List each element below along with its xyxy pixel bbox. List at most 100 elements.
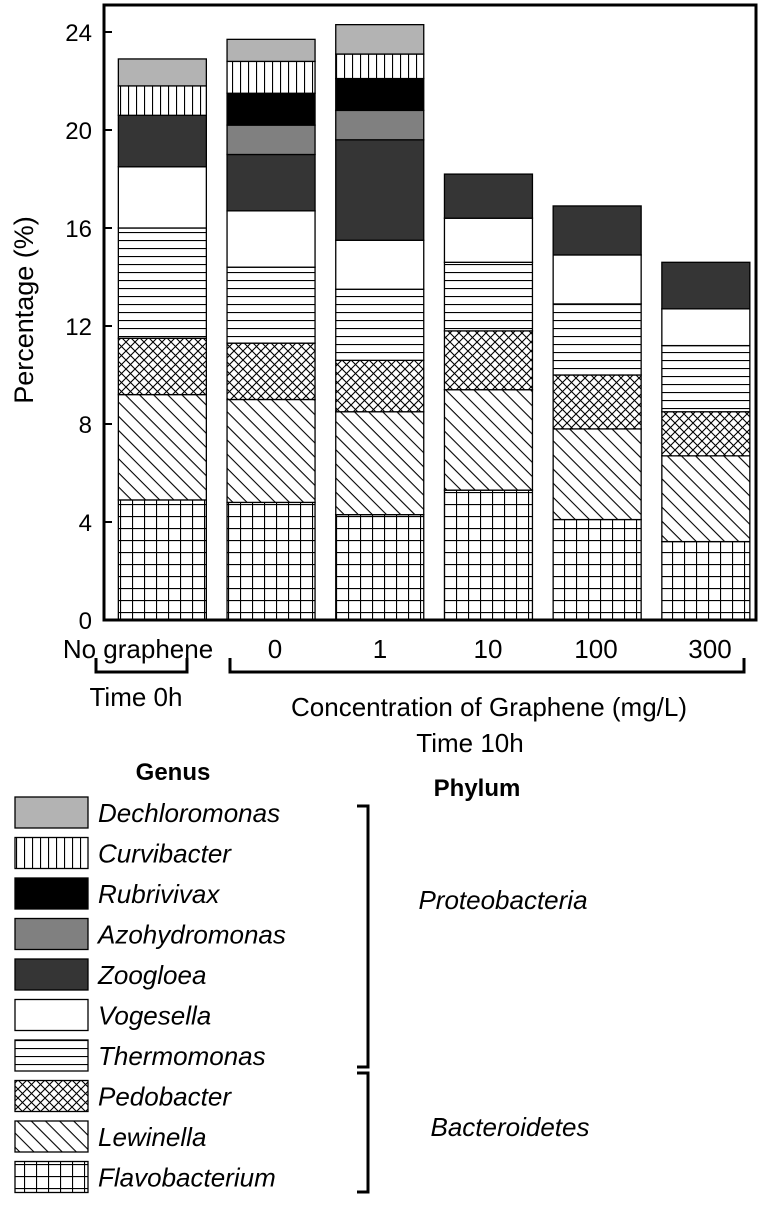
category-group-annotations: Time 0h Concentration of Graphene (mg/L) T… [90,658,746,758]
bar-segment-dechloromonas-1 [335,23,425,55]
bar-stack-300 [661,261,751,621]
bar-segment-flavobacterium-10 [443,489,534,621]
legend-swatch-rubrivivax [14,877,89,910]
bar-segment-vogesella-300 [661,308,751,347]
bar-segment-vogesella-100 [552,254,642,305]
bar-segment-vogesella-1 [335,239,425,290]
bar-segment-pedobacter-300 [661,411,751,457]
bar-segment-pedobacter-0 [226,342,316,401]
bar-segment-lewinella-1 [335,411,425,516]
bar-segment-thermomonas-10 [443,261,534,332]
legend-label-dechloromonas: Dechloromonas [98,798,280,828]
bar-segment-flavobacterium-1 [335,514,425,621]
bar-stack-10 [443,173,534,621]
bar-segment-vogesella-0 [226,210,316,268]
bar-segment-lewinella-no-graphene [117,393,207,501]
phylum-label-proteobacteria: Proteobacteria [418,885,587,915]
y-tick-label: 8 [79,412,92,439]
legend-title-phylum: Phylum [434,775,521,802]
bar-segment-zoogloea-100 [552,205,642,256]
phylum-bracket-bacteroidetes [357,1071,370,1194]
bar-segment-flavobacterium-0 [226,501,316,621]
bar-segment-curvibacter-no-graphene [117,85,207,116]
bar-segment-pedobacter-1 [335,359,425,413]
x-category-label-0: 0 [268,634,282,664]
legend-label-pedobacter: Pedobacter [98,1082,232,1112]
bar-segment-lewinella-0 [226,398,316,504]
y-tick-label: 24 [65,20,92,47]
legend-label-vogesella: Vogesella [98,1001,211,1031]
x-category-label-no-graphene: No graphene [63,634,213,664]
legend-item-pedobacter: Pedobacter [14,1079,232,1113]
legend-label-curvibacter: Curvibacter [98,839,232,869]
bar-segment-thermomonas-100 [552,303,642,376]
bar-segment-vogesella-10 [443,217,534,263]
bar-segment-thermomonas-1 [335,288,425,361]
y-tick-label: 0 [79,608,92,635]
legend-swatch-pedobacter [14,1079,89,1113]
bar-segment-zoogloea-300 [661,261,751,310]
legend-item-dechloromonas: Dechloromonas [14,796,280,829]
bar-segment-flavobacterium-100 [552,518,642,621]
legend-swatch-thermomonas [14,1039,89,1072]
legend-swatch-azohydromonas [14,917,89,951]
legend-title-genus: Genus [136,759,211,786]
bar-segment-dechloromonas-0 [226,38,316,63]
y-tick-label: 20 [65,118,92,145]
group-label-time-0h: Time 0h [90,682,183,712]
bar-segment-vogesella-no-graphene [117,166,207,229]
bar-segment-zoogloea-10 [443,173,534,219]
legend-swatch-lewinella [14,1120,89,1153]
x-category-label-100: 100 [574,634,617,664]
bar-segment-azohydromonas-1 [335,109,425,141]
plot-frame [102,3,758,622]
legend-item-zoogloea: Zoogloea [14,958,206,991]
bar-segment-curvibacter-1 [335,53,425,80]
bar-segment-lewinella-300 [661,455,751,543]
phylum-label-bacteroidetes: Bacteroidetes [431,1112,590,1142]
y-axis-title: Percentage (%) [9,216,39,404]
bar-segment-flavobacterium-300 [661,540,751,621]
bar-segment-lewinella-100 [552,428,642,521]
legend-label-rubrivivax: Rubrivivax [98,879,220,909]
bar-stack-1 [335,23,425,621]
group-sublabel-time-10h: Time 10h [416,728,523,758]
legend-label-thermomonas: Thermomonas [98,1041,266,1071]
legend-item-rubrivivax: Rubrivivax [14,877,220,910]
bar-segment-zoogloea-1 [335,139,425,241]
y-tick-label: 12 [65,314,92,341]
legend-swatch-zoogloea [14,958,89,991]
legend-swatch-dechloromonas [14,796,89,829]
bar-segment-azohydromonas-0 [226,124,316,156]
legend-label-azohydromonas: Azohydromonas [96,920,286,950]
y-tick-label: 4 [79,510,92,537]
legend-item-thermomonas: Thermomonas [14,1039,266,1072]
legend: Genus Phylum Dechloromonas Curvibacter Rubri… [14,759,590,1194]
legend-label-lewinella: Lewinella [98,1122,206,1152]
group-label-concentration: Concentration of Graphene (mg/L) [291,692,687,722]
legend-item-vogesella: Vogesella [14,998,211,1032]
x-category-label-10: 10 [474,634,503,664]
bar-segment-thermomonas-no-graphene [117,227,207,339]
legend-swatch-flavobacterium [14,1160,89,1194]
x-category-label-1: 1 [373,634,387,664]
bar-segment-pedobacter-100 [552,374,642,430]
bar-segment-thermomonas-300 [661,344,751,413]
legend-label-flavobacterium: Flavobacterium [98,1163,276,1193]
bar-segment-rubrivivax-0 [226,92,316,126]
bar-stack-100 [552,205,642,621]
bar-stacks [117,23,751,621]
bar-segment-curvibacter-0 [226,60,316,94]
legend-swatch-curvibacter [14,836,89,870]
bar-segment-zoogloea-0 [226,153,316,212]
x-axis-category-labels: No graphene 0 1 10 100 300 [63,634,732,664]
y-tick-label: 16 [65,216,92,243]
bar-segment-flavobacterium-no-graphene [117,499,207,621]
legend-item-flavobacterium: Flavobacterium [14,1160,276,1194]
bar-stack-no-graphene [117,58,207,621]
legend-label-zoogloea: Zoogloea [97,960,206,990]
bar-stack-0 [226,38,316,621]
bar-segment-thermomonas-0 [226,266,316,344]
